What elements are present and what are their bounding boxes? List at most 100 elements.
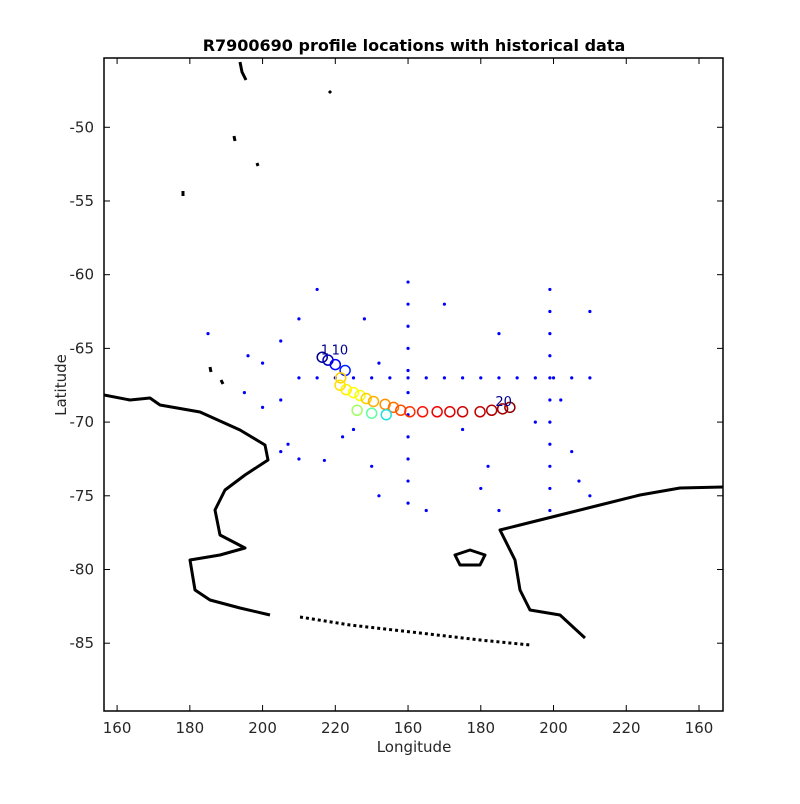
- historical-point: [548, 398, 552, 402]
- profile-location: [456, 406, 469, 418]
- historical-point: [551, 376, 556, 380]
- coastline: [104, 393, 271, 617]
- y-tick-label: -60: [70, 266, 95, 284]
- profile-label: 20: [495, 395, 512, 410]
- historical-point: [206, 332, 210, 336]
- y-tick-label: -75: [70, 487, 95, 505]
- historical-point: [548, 486, 552, 491]
- profile-location: [316, 351, 328, 363]
- profile-location: [335, 372, 347, 384]
- historical-point: [497, 376, 501, 380]
- profile-location: [347, 386, 360, 399]
- historical-point: [548, 508, 552, 513]
- historical-point: [424, 376, 428, 380]
- historical-point: [479, 376, 483, 380]
- historical-point: [370, 464, 374, 468]
- historical-point: [515, 376, 519, 380]
- y-tick-label: -80: [70, 560, 95, 578]
- historical-point: [406, 346, 410, 350]
- historical-point: [577, 479, 581, 483]
- historical-point: [497, 332, 501, 336]
- historical-point: [406, 368, 410, 373]
- profile-location: [416, 406, 429, 418]
- coastline: [299, 615, 531, 647]
- x-tick-label: 160: [103, 719, 132, 737]
- profile-location: [404, 406, 416, 418]
- historical-point: [351, 376, 356, 380]
- island: [232, 135, 237, 142]
- historical-point: [286, 442, 290, 446]
- historical-point: [460, 376, 465, 380]
- y-tick-label: -65: [70, 339, 95, 357]
- historical-point: [570, 376, 574, 380]
- profile-location: [431, 406, 443, 418]
- historical-point: [533, 376, 537, 380]
- y-tick-label: -85: [70, 634, 95, 652]
- profile-location: [496, 403, 509, 415]
- historical-point: [548, 309, 552, 314]
- historical-point: [406, 457, 410, 461]
- y-tick-label: -50: [70, 118, 95, 136]
- historical-point: [377, 494, 381, 498]
- island: [208, 366, 213, 373]
- profile-location: [354, 389, 366, 402]
- historical-point: [442, 302, 447, 306]
- coastlines: [104, 61, 723, 647]
- x-tick-label: 220: [321, 719, 350, 737]
- historical-point: [548, 287, 552, 292]
- historical-point: [388, 376, 392, 380]
- historical-point: [486, 464, 490, 468]
- historical-point: [548, 442, 552, 446]
- profile-location: [360, 392, 372, 405]
- island: [453, 548, 487, 567]
- profile-location: [329, 358, 342, 371]
- historical-point: [406, 479, 410, 483]
- historical-point: [406, 435, 410, 439]
- x-tick-label: 200: [539, 719, 568, 737]
- chart-title: R7900690 profile locations with historic…: [203, 36, 626, 55]
- island: [238, 61, 248, 81]
- historical-point: [297, 317, 301, 321]
- profile-location: [367, 395, 380, 408]
- historical-point: [570, 449, 574, 454]
- profile-location: [380, 408, 392, 421]
- y-tick-label: -55: [70, 192, 95, 210]
- historical-point: [297, 376, 301, 380]
- historical-point: [406, 280, 410, 284]
- x-tick-label: 220: [612, 719, 641, 737]
- profile-location: [365, 407, 378, 419]
- historical-point: [533, 420, 537, 424]
- plot-area: 1 10 20: [206, 280, 592, 513]
- historical-point: [406, 324, 410, 328]
- historical-point: [362, 317, 367, 321]
- x-axis-label: Longitude: [377, 738, 452, 756]
- historical-point: [370, 376, 374, 380]
- historical-point: [460, 427, 465, 432]
- historical-point: [548, 464, 552, 468]
- historical-point: [340, 435, 345, 439]
- profile-location: [485, 404, 498, 417]
- historical-point: [260, 405, 265, 409]
- historical-point: [406, 391, 410, 395]
- profile-location: [504, 401, 516, 414]
- profile-location: [340, 383, 352, 396]
- x-tick-label: 200: [248, 719, 277, 737]
- historical-point: [246, 354, 250, 358]
- historical-point: [548, 376, 552, 380]
- profile-location: [351, 404, 363, 417]
- island: [255, 162, 260, 167]
- island: [327, 89, 333, 95]
- profile-label: 10: [332, 343, 349, 358]
- historical-point: [260, 361, 265, 365]
- historical-point: [406, 501, 410, 505]
- historical-point: [279, 398, 283, 402]
- historical-point: [279, 339, 283, 343]
- profile-location: [444, 406, 456, 418]
- historical-point: [559, 398, 563, 402]
- historical-point: [279, 449, 283, 454]
- historical-point: [548, 332, 552, 336]
- profile-location: [474, 406, 486, 418]
- historical-point: [351, 427, 356, 432]
- historical-point: [315, 376, 319, 380]
- historical-point: [497, 508, 501, 513]
